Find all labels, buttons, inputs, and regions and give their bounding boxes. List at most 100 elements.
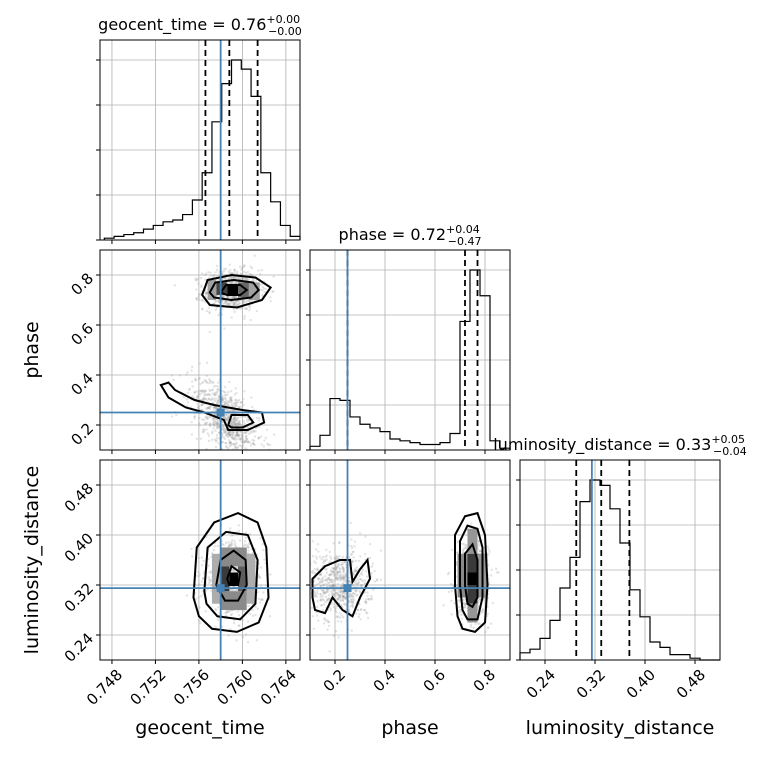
sample-point	[225, 402, 229, 406]
sample-point	[361, 573, 364, 576]
sample-point	[350, 600, 354, 603]
sample-point	[216, 390, 219, 393]
sample-point	[232, 419, 235, 422]
sample-point	[341, 555, 345, 559]
x-axis-label-phase: phase	[381, 717, 438, 739]
sample-point	[351, 571, 355, 574]
sample-point	[246, 620, 250, 623]
sample-point	[193, 415, 197, 418]
sample-point	[328, 584, 331, 588]
sample-point	[252, 442, 256, 446]
sample-point	[199, 390, 202, 393]
sample-point	[226, 296, 229, 299]
sample-point	[331, 591, 334, 594]
sample-point	[229, 441, 232, 444]
sample-point	[223, 267, 226, 271]
sample-point	[353, 592, 356, 595]
sample-point	[364, 552, 367, 556]
sample-point	[215, 422, 219, 425]
sample-point	[221, 397, 224, 400]
sample-point	[252, 452, 254, 454]
sample-point	[481, 610, 484, 613]
y-tick-label-phase: 0.4	[67, 369, 97, 399]
sample-point	[236, 433, 240, 436]
sample-point	[247, 432, 251, 435]
sample-point	[204, 278, 207, 282]
contour-line	[454, 511, 489, 633]
sample-point	[354, 567, 357, 571]
sample-point	[335, 576, 338, 579]
sample-point	[223, 402, 227, 405]
density-cell	[467, 572, 478, 585]
sample-point	[324, 591, 328, 594]
sample-point	[216, 381, 220, 384]
sample-point	[230, 534, 233, 537]
sample-point	[350, 552, 353, 556]
sample-point	[223, 430, 227, 433]
sample-point	[234, 446, 237, 450]
sample-point	[343, 561, 347, 564]
x-tick-label-phase: 0.6	[420, 666, 450, 696]
sample-point	[227, 390, 230, 394]
sample-point	[205, 393, 208, 397]
sample-point	[198, 573, 201, 576]
sample-point	[222, 390, 226, 394]
sample-point	[208, 416, 212, 419]
sample-point	[208, 578, 212, 582]
sample-point	[185, 594, 189, 597]
sample-point	[258, 272, 262, 276]
sample-point	[341, 562, 345, 566]
sample-point	[317, 577, 320, 580]
sample-point	[208, 378, 211, 381]
sample-point	[244, 431, 247, 434]
sample-point	[249, 273, 252, 276]
sample-point	[350, 544, 353, 548]
sample-point	[316, 568, 319, 572]
sample-point	[332, 594, 336, 597]
sample-point	[327, 593, 331, 597]
sample-point	[248, 304, 251, 308]
sample-point	[227, 415, 230, 418]
sample-point	[322, 589, 325, 592]
sample-point	[236, 446, 240, 449]
sample-point	[211, 388, 214, 391]
sample-point	[198, 583, 201, 586]
axes-frame	[309, 459, 511, 661]
sample-point	[458, 598, 461, 602]
sample-point	[342, 577, 345, 580]
sample-point	[363, 608, 367, 612]
sample-point	[229, 301, 232, 305]
sample-point	[182, 395, 185, 399]
sample-point	[248, 306, 252, 309]
sample-point	[228, 441, 232, 444]
sample-point	[351, 559, 354, 563]
sample-point	[341, 599, 345, 602]
sample-point	[228, 430, 231, 433]
sample-point	[238, 433, 241, 437]
sample-point	[243, 264, 246, 267]
sample-point	[330, 572, 334, 576]
sample-point	[342, 595, 346, 598]
sample-point	[326, 619, 329, 622]
sample-point	[333, 571, 336, 574]
sample-point	[228, 445, 232, 448]
sample-point	[175, 413, 178, 417]
sample-point	[352, 597, 355, 601]
sample-point	[215, 268, 219, 272]
sample-point	[312, 627, 316, 630]
sample-point	[348, 595, 351, 599]
sample-point	[205, 447, 208, 450]
sample-point	[342, 596, 346, 599]
sample-point	[334, 607, 337, 611]
sample-point	[312, 590, 316, 593]
sample-point	[316, 543, 320, 546]
sample-point	[239, 437, 242, 441]
sample-point	[355, 566, 358, 569]
sample-point	[227, 295, 230, 298]
sample-point	[315, 557, 318, 560]
sample-point	[240, 433, 244, 436]
sample-point	[197, 392, 200, 395]
sample-point	[229, 436, 233, 439]
sample-point	[323, 575, 327, 578]
sample-point	[249, 454, 251, 456]
